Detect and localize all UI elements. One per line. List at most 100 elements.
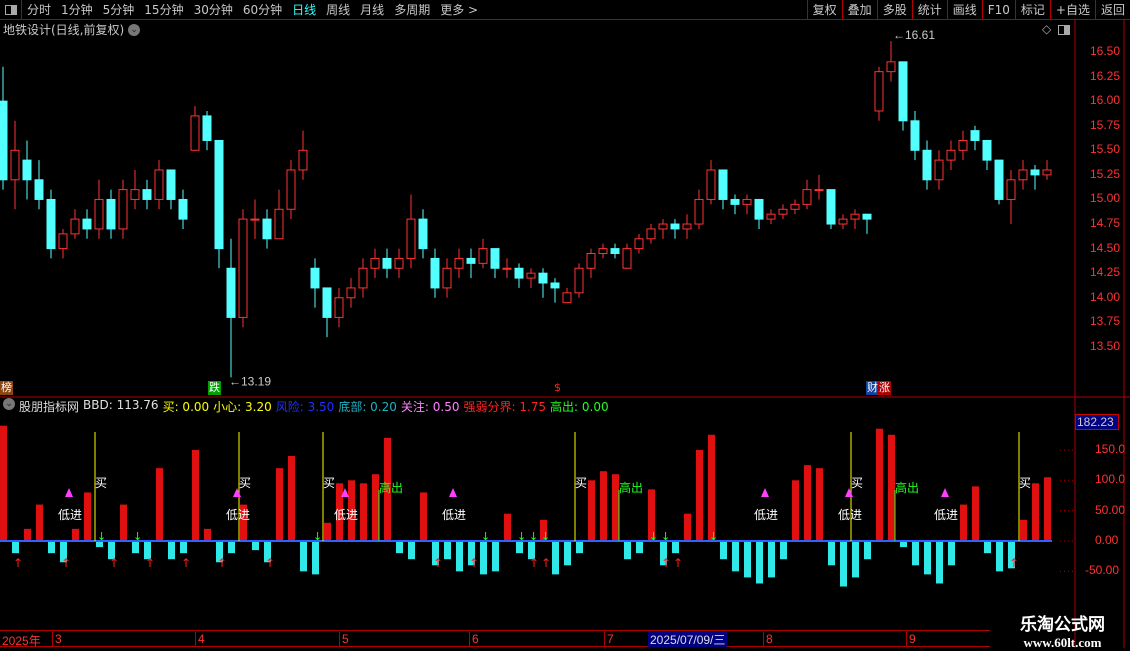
up-arrow-icon: ↑ — [181, 556, 191, 570]
month-label: 9 — [906, 632, 916, 647]
candle-body — [0, 100, 8, 181]
candle-body — [982, 139, 992, 161]
bbd-bar — [108, 541, 115, 560]
period-9[interactable]: 多周期 — [394, 3, 431, 17]
bbd-bar — [24, 528, 31, 541]
bbd-bar — [0, 425, 7, 541]
month-label: 5 — [339, 632, 349, 647]
candle-body — [910, 120, 920, 151]
bbd-bar — [552, 541, 559, 575]
period-3[interactable]: 15分钟 — [144, 3, 184, 17]
toolbar-button-6[interactable]: 标记 — [1014, 0, 1050, 20]
period-1[interactable]: 1分钟 — [61, 3, 93, 17]
chevron-down-icon[interactable]: ⌄ — [3, 398, 15, 410]
toolbar-button-0[interactable]: 复权 — [806, 0, 842, 20]
bbd-bar — [456, 541, 463, 572]
chevron-down-icon[interactable]: ⌄ — [128, 23, 141, 36]
bbd-bar — [744, 541, 751, 578]
bbd-bar — [180, 541, 187, 554]
toolbar-button-5[interactable]: F10 — [981, 0, 1015, 20]
sidebar-toggle-button[interactable] — [0, 0, 22, 20]
candle-body — [1030, 169, 1040, 176]
bbd-bar — [732, 541, 739, 572]
bbd-bar — [780, 541, 787, 560]
candle-body — [994, 159, 1004, 200]
candle-body — [382, 257, 392, 269]
bbd-bar — [912, 541, 919, 566]
period-0[interactable]: 分时 — [27, 3, 52, 17]
current-value-label: 182.23 — [1075, 414, 1119, 430]
candle-body — [802, 189, 812, 205]
up-arrow-icon: ↑ — [673, 556, 683, 570]
candle-body — [514, 267, 524, 279]
event-tag[interactable]: 榜 — [0, 381, 13, 395]
bbd-bar — [984, 541, 991, 554]
candle-body — [934, 159, 944, 181]
event-tag[interactable]: $ — [554, 381, 561, 394]
candle-body — [430, 257, 440, 289]
bbd-bar — [672, 541, 679, 554]
period-5[interactable]: 60分钟 — [242, 3, 283, 17]
toolbar-button-1[interactable]: 叠加 — [841, 0, 877, 20]
price-tick: 16.50 — [1090, 44, 1121, 58]
price-tick: 13.75 — [1090, 314, 1121, 329]
panel-icon[interactable] — [1058, 25, 1070, 35]
period-7[interactable]: 周线 — [326, 3, 351, 17]
up-arrow-icon: ↑ — [1009, 556, 1019, 570]
bbd-bar — [132, 541, 139, 554]
bbd-bar — [12, 541, 19, 554]
down-arrow-icon: ↓ — [517, 530, 526, 543]
candle-body — [862, 213, 872, 220]
period-8[interactable]: 月线 — [360, 3, 385, 17]
candle-body — [826, 189, 836, 225]
period-6[interactable]: 日线 — [292, 3, 317, 17]
toolbar-button-2[interactable]: 多股 — [876, 0, 912, 20]
bbd-bar — [948, 541, 955, 566]
bbd-bar — [96, 541, 103, 548]
bbd-bar — [840, 541, 847, 587]
price-tick: 14.25 — [1090, 265, 1121, 280]
bbd-bar — [960, 504, 967, 541]
stock-title: 地铁设计(日线,前复权) — [3, 23, 125, 37]
toolbar-button-3[interactable]: 统计 — [911, 0, 947, 20]
bbd-bar — [492, 541, 499, 572]
date-axis: 2025年 3 4 5 6 7 8 9 2025/07/09/三 — [0, 630, 990, 648]
bbd-bar — [216, 541, 223, 563]
indicator-tick: 100.0 — [1095, 472, 1126, 487]
bbd-bar — [1008, 541, 1015, 569]
period-4[interactable]: 30分钟 — [193, 3, 233, 17]
toolbar-button-7[interactable]: +自选 — [1049, 0, 1095, 20]
low-entry-triangle — [761, 488, 769, 497]
bbd-bar — [72, 528, 79, 541]
bbd-bar — [300, 541, 307, 572]
bbd-bar — [576, 541, 583, 554]
candle-body — [610, 248, 620, 255]
up-arrow-icon: ↑ — [529, 556, 539, 570]
period-2[interactable]: 5分钟 — [102, 3, 135, 17]
candle-body — [706, 169, 716, 200]
up-arrow-icon: ↑ — [13, 556, 23, 570]
candle-body — [502, 267, 512, 270]
up-arrow-icon: ↑ — [469, 556, 479, 570]
candle-body — [190, 115, 200, 151]
min-price-label: ←13.19 — [229, 374, 271, 388]
bbd-bar — [696, 449, 703, 541]
toolbar-button-8[interactable]: 返回 — [1094, 0, 1130, 20]
bbd-bar — [1044, 477, 1051, 541]
event-tag[interactable]: 财 — [866, 381, 879, 395]
candle-body — [154, 169, 164, 200]
period-10[interactable]: 更多 > — [440, 3, 479, 17]
diamond-icon[interactable]: ◇ — [1042, 22, 1052, 36]
candle-body — [442, 267, 452, 289]
bbd-bar — [468, 541, 475, 566]
bbd-bar — [588, 480, 595, 541]
price-tick: 15.50 — [1090, 142, 1121, 157]
event-tag[interactable]: 涨 — [878, 381, 891, 395]
bbd-bar — [792, 480, 799, 541]
price-tick: 14.75 — [1090, 216, 1121, 231]
event-tag[interactable]: 跌 — [208, 381, 221, 395]
candle-body — [370, 257, 380, 269]
toolbar-button-4[interactable]: 画线 — [946, 0, 982, 20]
down-arrow-icon: ↓ — [649, 530, 658, 543]
